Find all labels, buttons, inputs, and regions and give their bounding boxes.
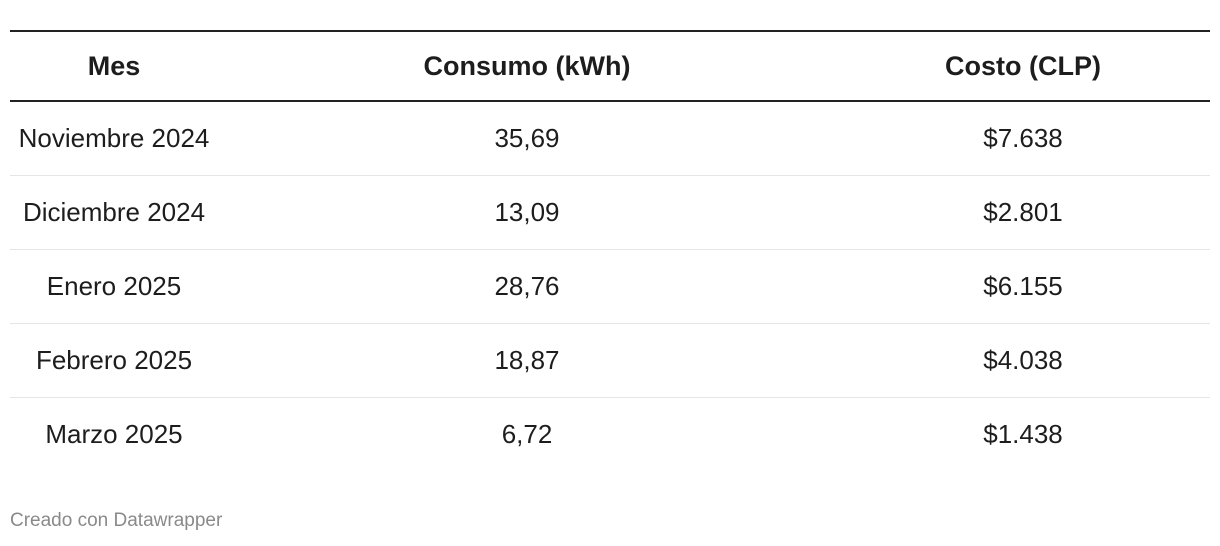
table-body: Noviembre 2024 35,69 $7.638 Diciembre 2024 1…	[10, 101, 1210, 471]
column-header: Mes	[87, 50, 141, 81]
footer-credit: Creado con Datawrapper	[10, 510, 223, 531]
column-header: Consumo (kWh)	[423, 50, 631, 81]
table-cell: 13,09	[494, 196, 560, 227]
table-cell: Diciembre 2024	[22, 196, 206, 227]
table-row: Diciembre 2024 13,09 $2.801	[10, 175, 1210, 249]
table-row: Enero 2025 28,76 $6.155	[10, 249, 1210, 323]
table-cell: $6.155	[983, 270, 1063, 301]
header-row: Mes Consumo (kWh) Costo (CLP)	[10, 31, 1210, 101]
table-row: Noviembre 2024 35,69 $7.638	[10, 101, 1210, 175]
table-header: Mes Consumo (kWh) Costo (CLP)	[10, 31, 1210, 101]
table-cell: Noviembre 2024	[18, 122, 210, 153]
column-header: Costo (CLP)	[945, 50, 1101, 81]
table-cell: Febrero 2025	[35, 344, 193, 375]
table-row: Marzo 2025 6,72 $1.438	[10, 397, 1210, 471]
table-cell: $4.038	[983, 344, 1063, 375]
table-cell: $7.638	[983, 122, 1063, 153]
table-cell: 6,72	[501, 418, 553, 449]
table-cell: Enero 2025	[46, 270, 182, 301]
table-row: Febrero 2025 18,87 $4.038	[10, 323, 1210, 397]
table-cell: Marzo 2025	[45, 418, 183, 449]
table-cell: 28,76	[494, 270, 560, 301]
table-cell: 35,69	[494, 122, 560, 153]
table-cell: $2.801	[983, 196, 1063, 227]
table-cell: $1.438	[983, 418, 1063, 449]
data-table: Mes Consumo (kWh) Costo (CLP) Noviembre 20…	[10, 30, 1210, 471]
table-cell: 18,87	[494, 344, 560, 375]
